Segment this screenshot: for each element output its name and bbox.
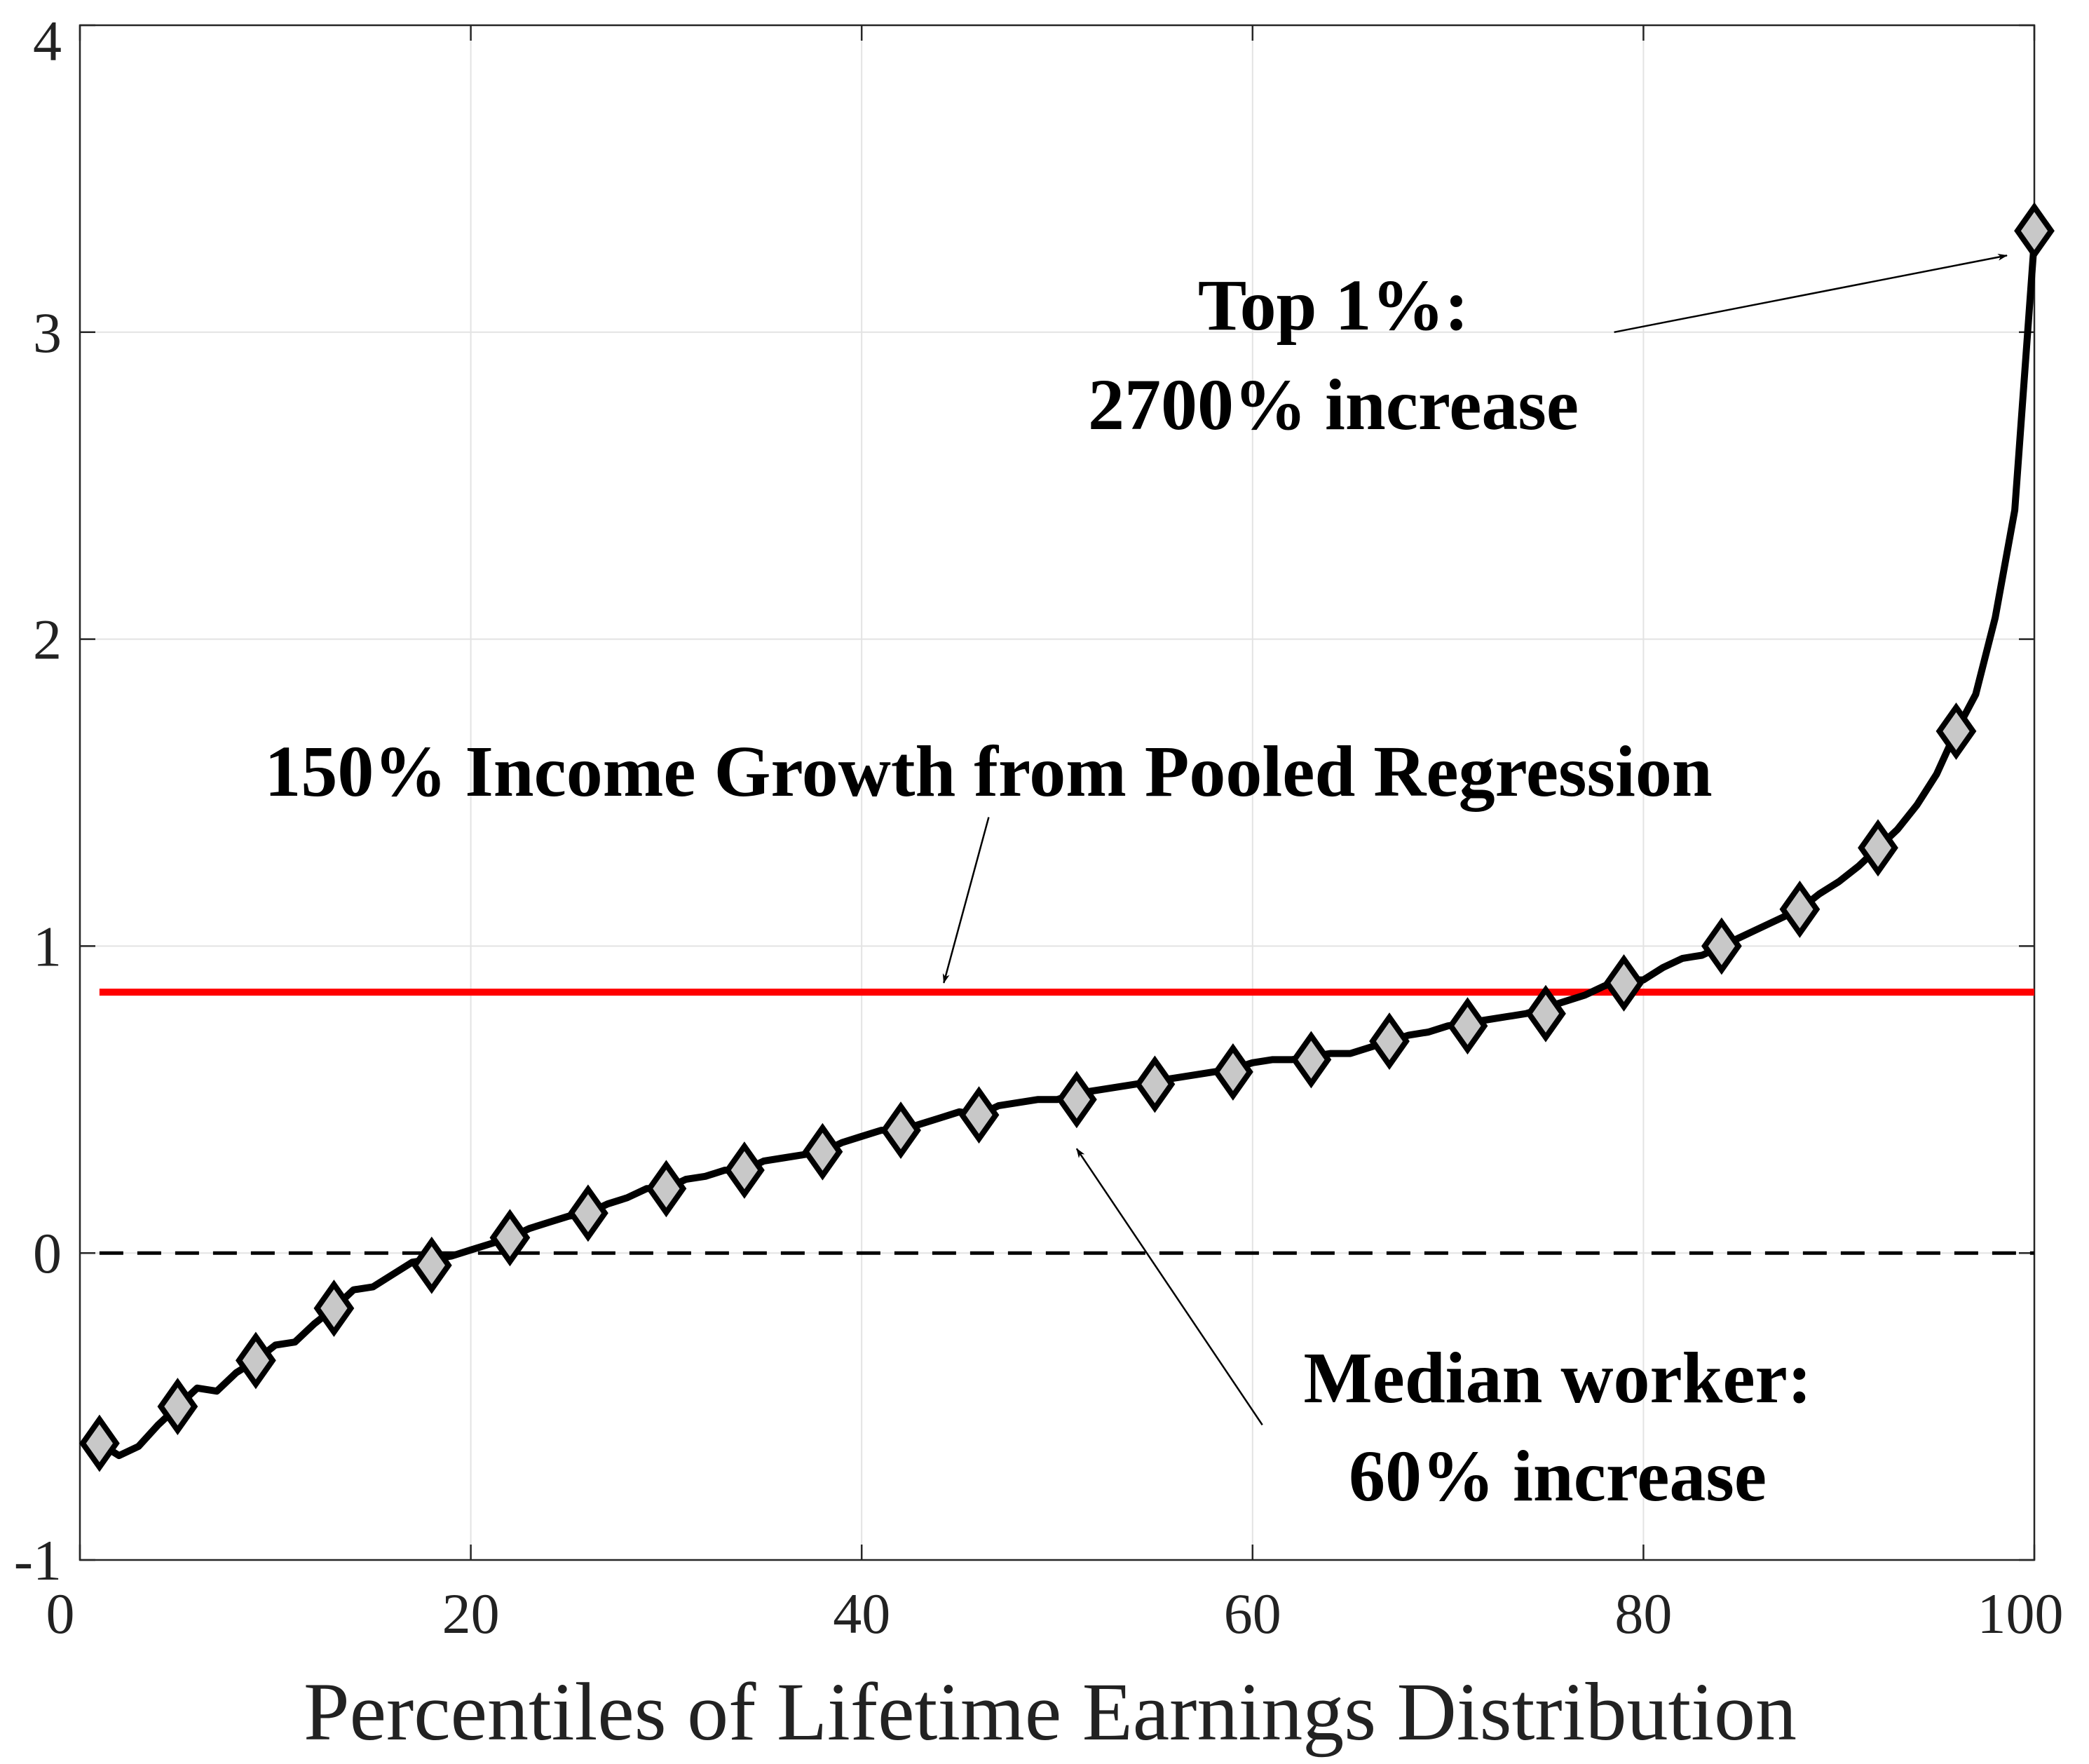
annotation-arrow (942, 817, 990, 984)
x-tick-label: 40 (833, 1582, 890, 1646)
data-point-marker (411, 1236, 452, 1294)
data-point-marker (1213, 1043, 1253, 1101)
annotation-text: Top 1%: (1198, 265, 1469, 346)
data-point-marker (1447, 997, 1488, 1055)
data-point-marker (1291, 1031, 1332, 1089)
data-point-marker (724, 1141, 765, 1199)
x-tick-label: 20 (442, 1582, 500, 1646)
data-point-marker (802, 1122, 843, 1181)
y-tick-label: 1 (33, 914, 62, 978)
data-point-marker (1701, 917, 1742, 975)
markers-layer (79, 202, 2055, 1472)
data-point-marker (958, 1086, 1000, 1144)
data-point-marker (79, 1414, 120, 1472)
annotation-text: 150% Income Growth from Pooled Regressio… (264, 731, 1712, 812)
annotation-text: Median worker: (1304, 1338, 1812, 1418)
annotation-arrow (1614, 253, 2008, 334)
y-tick-label: 2 (33, 608, 62, 672)
data-point-marker (568, 1184, 608, 1242)
annotations-layer: Top 1%: 2700% increase 150% Income Growth … (264, 253, 2008, 1517)
y-tick-label: 4 (33, 9, 62, 73)
annotation-text: 60% increase (1349, 1436, 1767, 1517)
data-point-marker (1525, 984, 1566, 1043)
plot-area-frame (79, 24, 2036, 1561)
data-point-marker (313, 1280, 355, 1337)
data-point-marker (1858, 819, 1898, 877)
x-tick-label: 0 (46, 1582, 75, 1646)
data-point-marker (646, 1160, 687, 1218)
data-point-marker (1779, 880, 1821, 938)
x-tick-label: 60 (1224, 1582, 1281, 1646)
data-point-marker (1056, 1071, 1097, 1129)
x-tick-label: 100 (1978, 1582, 2064, 1646)
series-line (95, 236, 2038, 1460)
series-layer (95, 236, 2038, 1460)
data-point-marker (1603, 954, 1645, 1012)
x-axis-label: Percentiles of Lifetime Earnings Distrib… (304, 1666, 1797, 1758)
reference-lines (99, 989, 2034, 1255)
data-point-marker (157, 1378, 198, 1436)
data-point-marker (489, 1209, 531, 1267)
y-tick-label: 0 (33, 1221, 62, 1285)
data-point-marker (1134, 1055, 1176, 1113)
data-point-marker (1369, 1012, 1410, 1071)
data-point-marker (236, 1331, 276, 1390)
data-point-marker (880, 1101, 921, 1160)
x-tick-label: 80 (1614, 1582, 1672, 1646)
y-tick-label: 3 (33, 301, 62, 365)
data-point-marker (1935, 702, 1977, 760)
annotation-arrow (1075, 1148, 1263, 1426)
axis-ticks (79, 24, 2036, 1561)
y-tick-label: -1 (14, 1528, 62, 1592)
annotation-text: 2700% increase (1088, 365, 1579, 445)
data-point-marker (2014, 202, 2055, 260)
